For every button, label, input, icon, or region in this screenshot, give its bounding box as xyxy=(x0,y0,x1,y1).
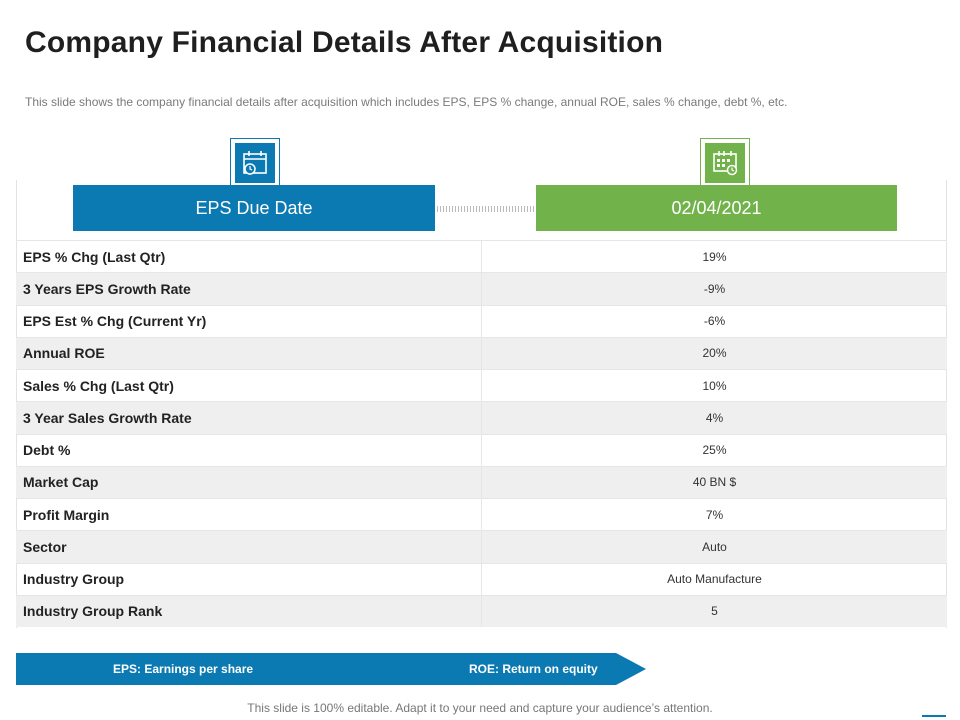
table-row: Sales % Chg (Last Qtr) 10% xyxy=(16,369,947,402)
corner-accent xyxy=(922,715,946,717)
table-row: EPS Est % Chg (Current Yr) -6% xyxy=(16,304,947,337)
calendar-grid-icon xyxy=(713,150,738,175)
footer-note: This slide is 100% editable. Adapt it to… xyxy=(247,701,713,715)
page-title: Company Financial Details After Acquisit… xyxy=(25,26,664,59)
table-row: 3 Years EPS Growth Rate -9% xyxy=(16,272,947,305)
row-value: -6% xyxy=(703,314,726,329)
row-value: 4% xyxy=(705,410,724,425)
row-value: Auto Manufacture xyxy=(667,572,762,587)
row-label: Sales % Chg (Last Qtr) xyxy=(16,370,482,402)
row-value: 7% xyxy=(705,507,724,522)
page-subtitle: This slide shows the company financial d… xyxy=(25,95,788,109)
row-value: 25% xyxy=(702,443,727,458)
row-label: Industry Group Rank xyxy=(16,595,482,627)
table-row: Debt % 25% xyxy=(16,433,947,466)
eps-due-date-header: EPS Due Date xyxy=(73,185,435,231)
row-value: -9% xyxy=(703,281,726,296)
row-label: Debt % xyxy=(16,434,482,466)
row-label: Annual ROE xyxy=(16,337,482,369)
table-row: Market Cap 40 BN $ xyxy=(16,465,947,498)
row-value: 19% xyxy=(702,249,727,264)
header-connector xyxy=(437,206,534,212)
eps-definition: EPS: Earnings per share xyxy=(113,662,254,676)
icon-frame-right xyxy=(700,138,750,186)
table-row: Annual ROE 20% xyxy=(16,336,947,369)
due-date-value-header: 02/04/2021 xyxy=(536,185,897,231)
roe-definition: ROE: Return on equity xyxy=(469,662,598,676)
table-row: Industry Group Auto Manufacture xyxy=(16,562,947,595)
row-label: Sector xyxy=(16,531,482,563)
table-row: 3 Year Sales Growth Rate 4% xyxy=(16,401,947,434)
financial-table: EPS % Chg (Last Qtr) 19% 3 Years EPS Gro… xyxy=(16,240,947,627)
row-label: EPS % Chg (Last Qtr) xyxy=(16,241,482,273)
row-label: 3 Years EPS Growth Rate xyxy=(16,273,482,305)
row-label: Profit Margin xyxy=(16,499,482,531)
table-row: Sector Auto xyxy=(16,530,947,563)
table-row: EPS % Chg (Last Qtr) 19% xyxy=(16,240,947,273)
table-row: Profit Margin 7% xyxy=(16,498,947,531)
row-value: 40 BN $ xyxy=(692,475,737,490)
row-value: 5 xyxy=(711,604,718,619)
row-label: EPS Est % Chg (Current Yr) xyxy=(16,305,482,337)
row-value: Auto xyxy=(702,539,727,554)
row-label: Industry Group xyxy=(16,563,482,595)
row-value: 20% xyxy=(702,346,727,361)
row-label: 3 Year Sales Growth Rate xyxy=(16,402,482,434)
calendar-clock-icon xyxy=(243,150,267,175)
row-label: Market Cap xyxy=(16,466,482,498)
row-value: 10% xyxy=(702,378,727,393)
table-row: Industry Group Rank 5 xyxy=(16,594,947,627)
icon-frame-left xyxy=(230,138,280,186)
definitions-arrow-banner xyxy=(16,653,646,685)
